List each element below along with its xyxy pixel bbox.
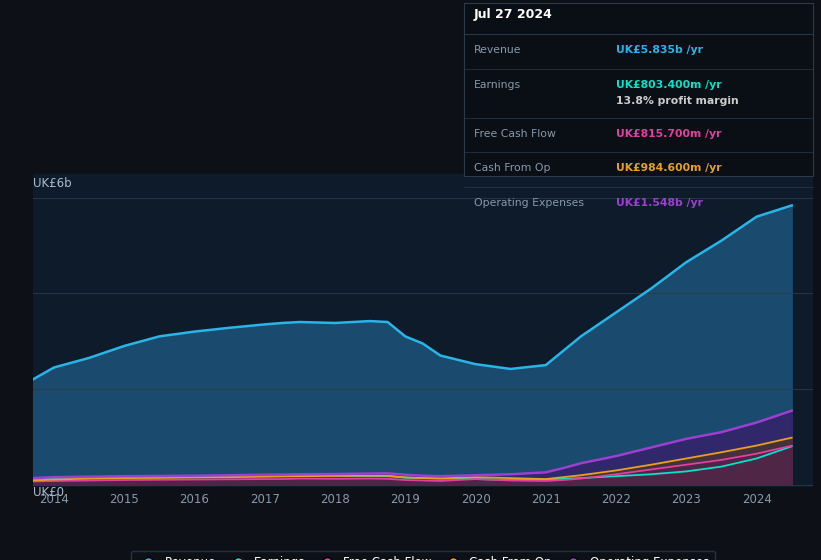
Text: UK£1.548b /yr: UK£1.548b /yr [616, 198, 703, 208]
Text: UK£984.600m /yr: UK£984.600m /yr [616, 164, 722, 174]
Text: Earnings: Earnings [474, 80, 521, 90]
Text: Revenue: Revenue [474, 45, 521, 55]
Text: UK£803.400m /yr: UK£803.400m /yr [616, 80, 722, 90]
Text: UK£5.835b /yr: UK£5.835b /yr [616, 45, 703, 55]
Text: UK£815.700m /yr: UK£815.700m /yr [616, 129, 722, 139]
Text: Cash From Op: Cash From Op [474, 164, 550, 174]
Text: Free Cash Flow: Free Cash Flow [474, 129, 556, 139]
Legend: Revenue, Earnings, Free Cash Flow, Cash From Op, Operating Expenses: Revenue, Earnings, Free Cash Flow, Cash … [131, 550, 715, 560]
Text: Jul 27 2024: Jul 27 2024 [474, 8, 553, 21]
Text: UK£6b: UK£6b [33, 178, 71, 190]
Text: Operating Expenses: Operating Expenses [474, 198, 584, 208]
Text: UK£0: UK£0 [33, 486, 64, 499]
Text: 13.8% profit margin: 13.8% profit margin [616, 96, 739, 106]
